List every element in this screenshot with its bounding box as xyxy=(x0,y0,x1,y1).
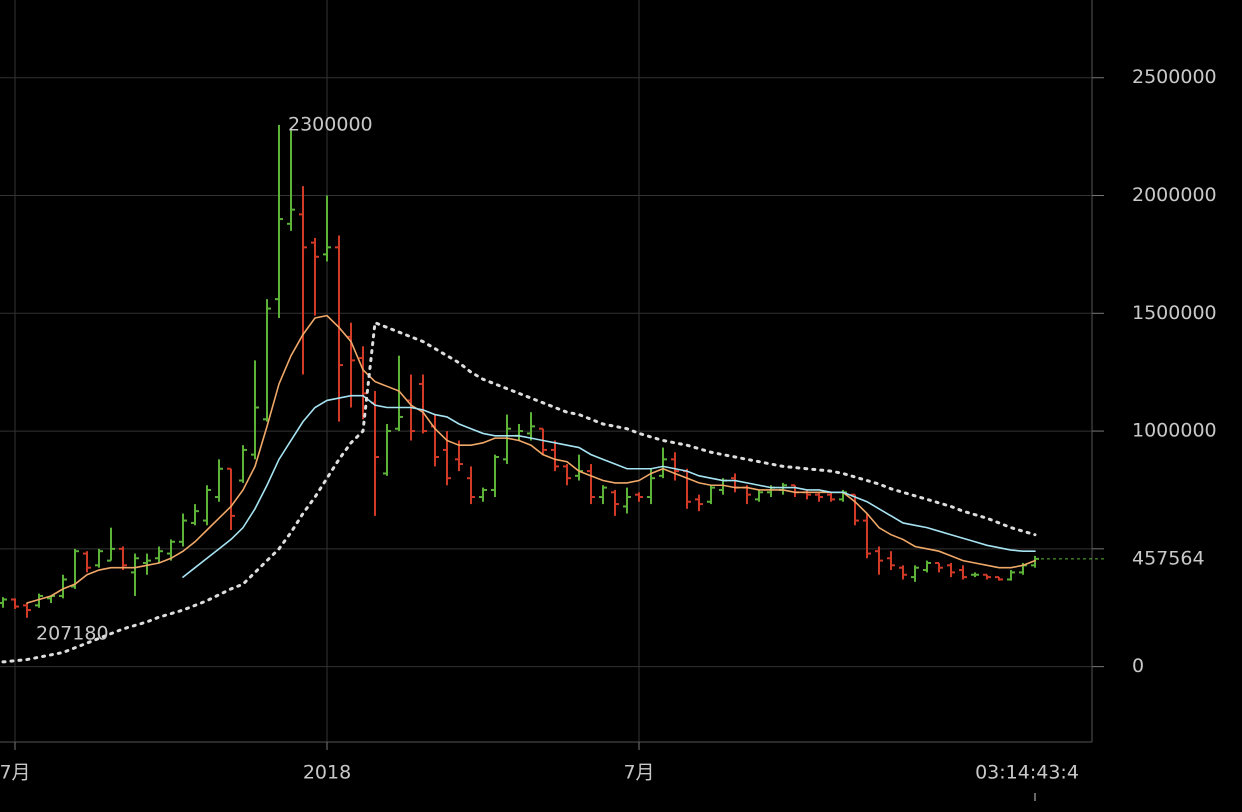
y-tick-label: 2500000 xyxy=(1132,66,1217,88)
y-tick-label: 1500000 xyxy=(1132,302,1217,324)
x-tick-label: 7月 xyxy=(623,762,654,784)
y-tick-label: 2000000 xyxy=(1132,184,1217,206)
countdown: 03:14:43:4 xyxy=(975,762,1079,784)
last-price-label: 457564 xyxy=(1132,547,1205,569)
low-label: 207180 xyxy=(36,622,109,644)
moving-average xyxy=(182,394,1036,578)
high-label: 2300000 xyxy=(288,113,373,135)
moving-average xyxy=(26,314,1036,604)
y-tick-label: 1000000 xyxy=(1132,420,1217,442)
y-tick-label: 0 xyxy=(1132,655,1144,677)
moving-average xyxy=(1,320,1037,664)
x-tick-label: 7月 xyxy=(0,762,31,784)
x-tick-label: 2018 xyxy=(303,762,351,784)
